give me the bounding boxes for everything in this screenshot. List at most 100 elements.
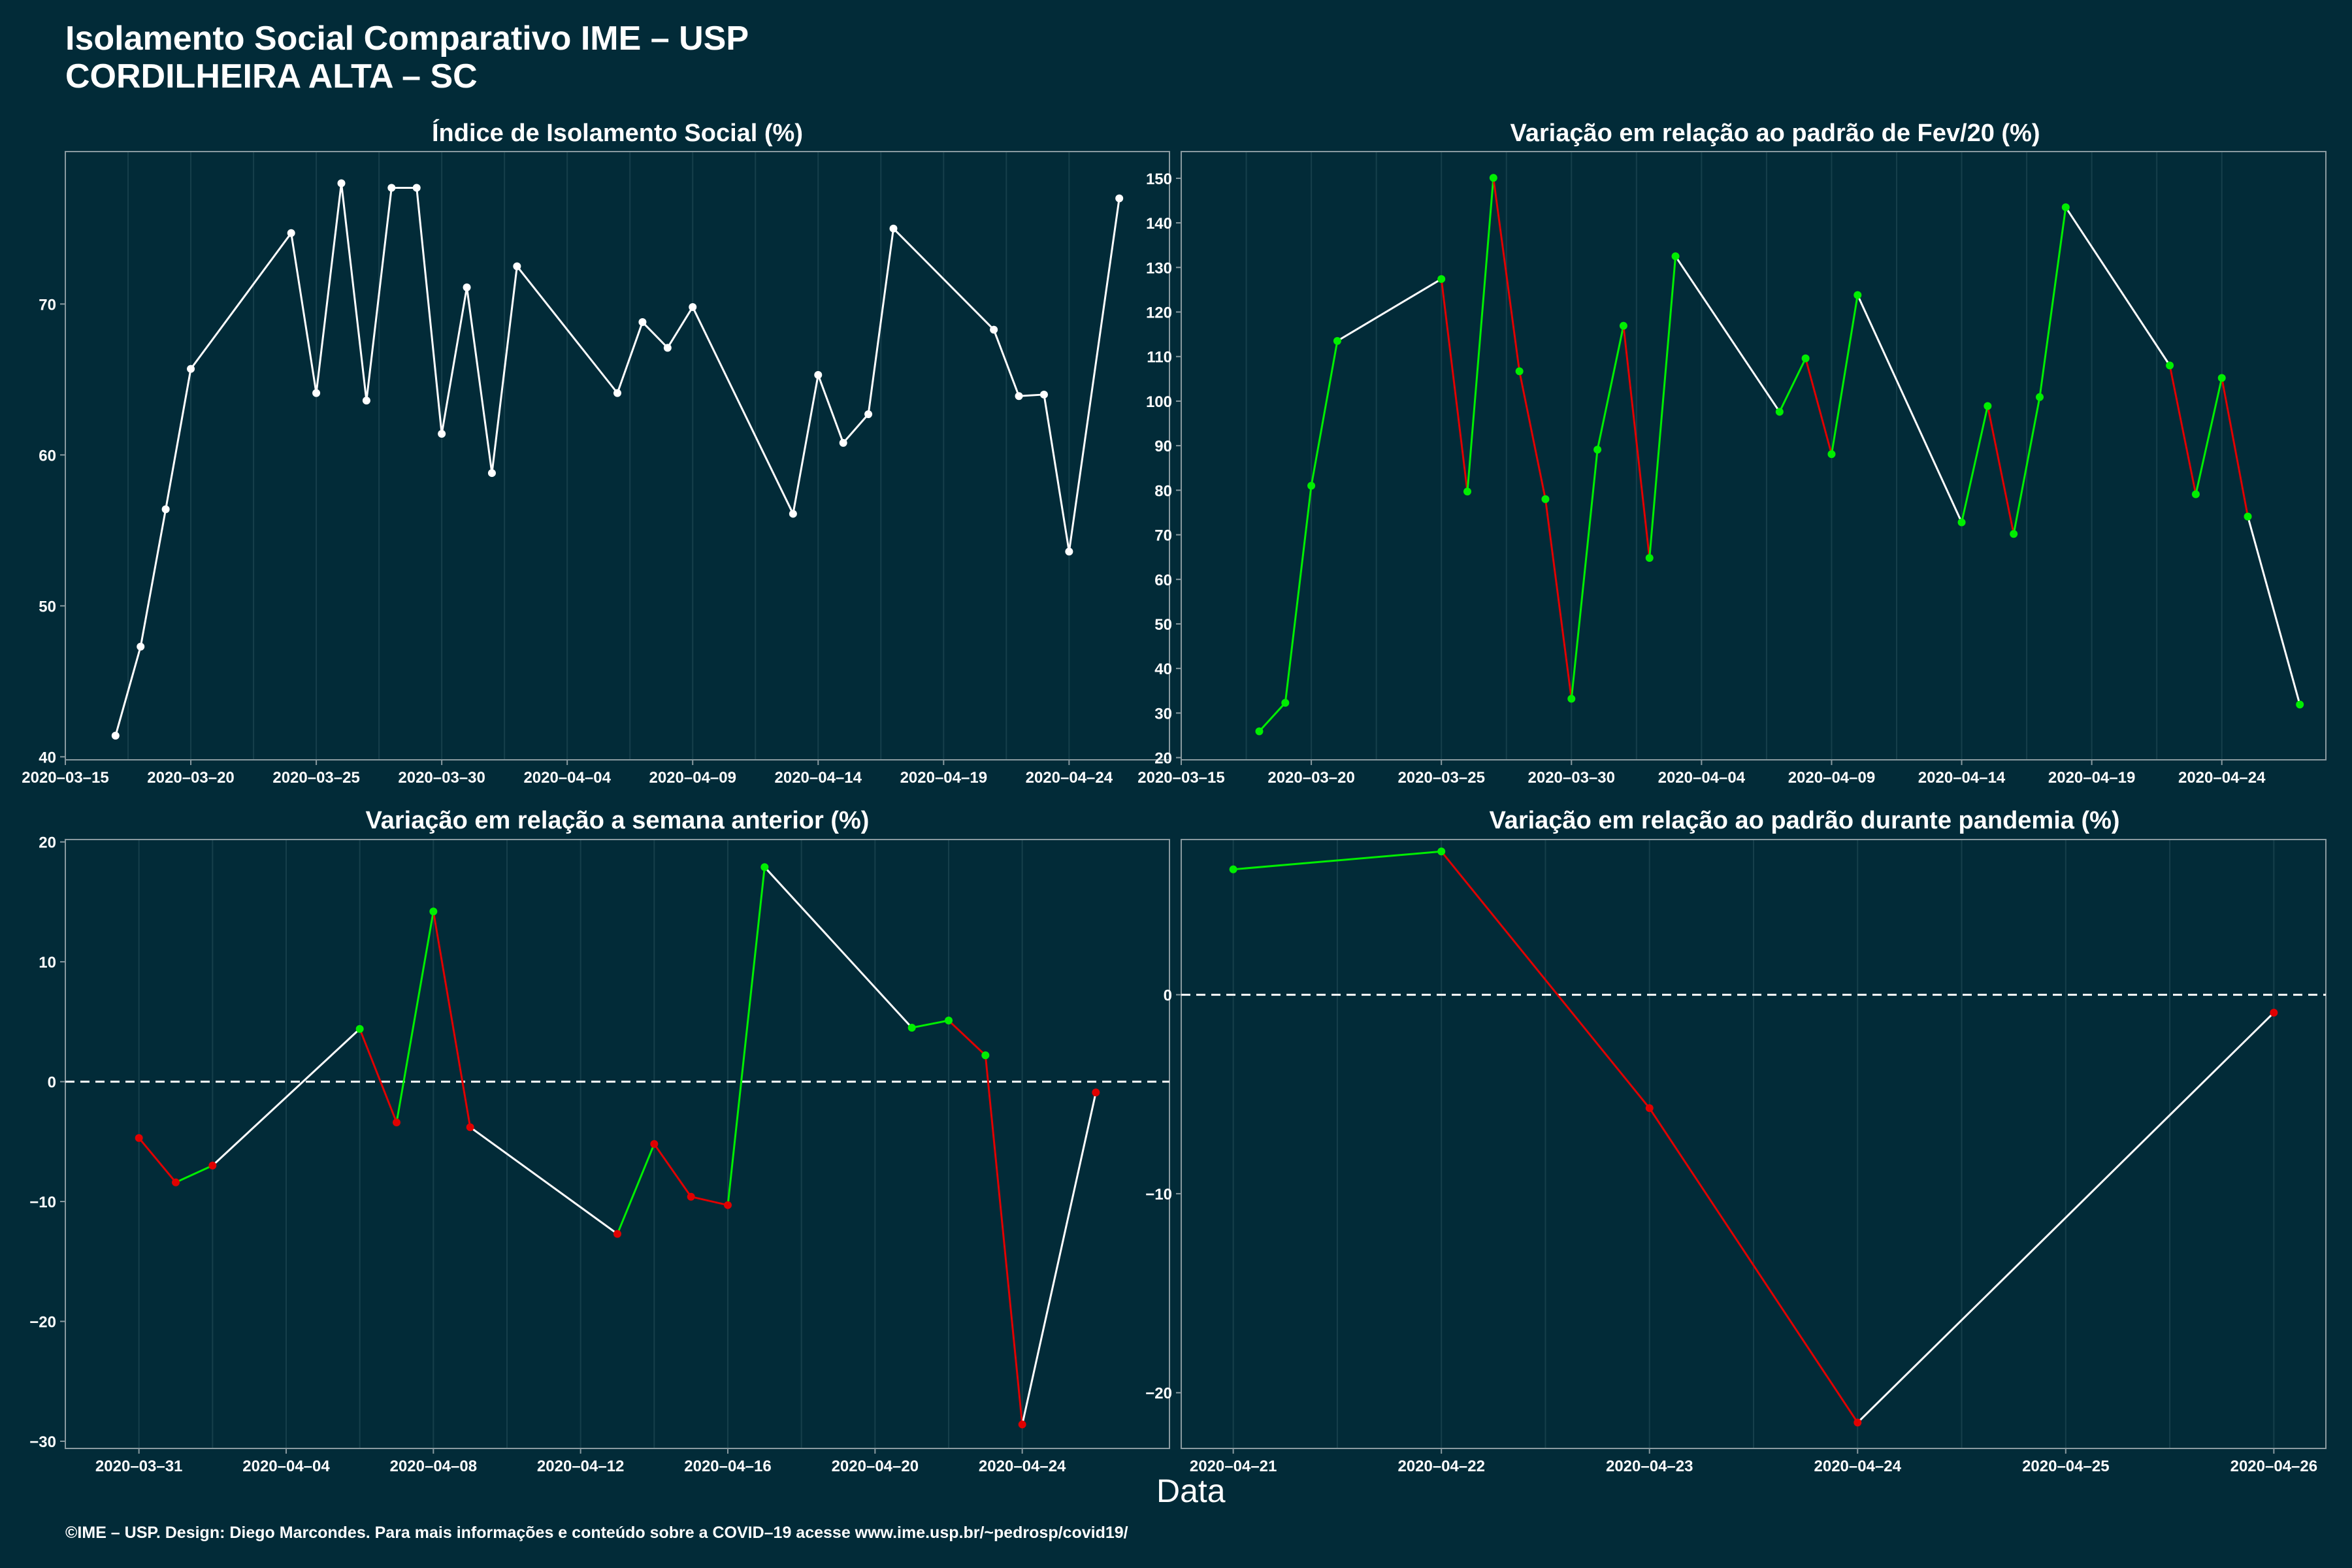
series-segment (1337, 278, 1442, 342)
series-segment (466, 287, 493, 474)
data-point (2217, 374, 2226, 382)
main-subtitle: CORDILHEIRA ALTA – SC (65, 57, 478, 95)
panel-title: Variação em relação ao padrão durante pa… (1489, 807, 2119, 834)
series-segment (516, 265, 619, 394)
x-tick-label: 2020–04–22 (1397, 1458, 1484, 1475)
x-tick-label: 2020–04–19 (900, 769, 987, 787)
data-point (1645, 1104, 1654, 1113)
data-point (613, 1230, 621, 1238)
data-point (1645, 554, 1654, 563)
x-tick-label: 2020–03–30 (1528, 769, 1615, 787)
x-tick-label: 2020–04–12 (537, 1458, 624, 1475)
x-tick-label: 2020–03–15 (22, 769, 108, 787)
x-tick-label: 2020–04–24 (1814, 1458, 1902, 1475)
series-segment (1857, 1011, 2275, 1424)
data-point (287, 229, 295, 237)
series-segment (616, 1143, 655, 1235)
x-tick-label: 2020–04–24 (979, 1458, 1066, 1475)
chart-panel-4: Variação em relação ao padrão durante pa… (1145, 807, 2327, 1475)
y-tick-label: −20 (1145, 1385, 1172, 1403)
y-tick-label: 0 (48, 1074, 56, 1092)
panel-title: Variação em relação a semana anterior (%… (366, 807, 870, 834)
data-point (1775, 408, 1784, 416)
series-segment (1648, 256, 1677, 559)
y-tick-label: 120 (1146, 304, 1172, 322)
panel-title: Variação em relação ao padrão de Fev/20 … (1510, 120, 2040, 147)
data-point (1619, 321, 1627, 330)
data-point (1827, 450, 1836, 459)
series-segment (315, 183, 342, 393)
data-point (1854, 291, 1862, 299)
series-segment (1986, 406, 2015, 534)
series-segment (1674, 255, 1781, 413)
series-segment (340, 183, 368, 401)
panel-frame (65, 151, 1170, 760)
y-tick-label: 20 (1154, 750, 1172, 768)
series-segment (175, 1164, 213, 1184)
series-segment (165, 368, 192, 510)
series-segment (2012, 397, 2041, 534)
series-segment (395, 911, 434, 1123)
data-point (208, 1162, 217, 1170)
x-tick-label: 2020–03–31 (95, 1458, 182, 1475)
data-point (466, 1123, 474, 1132)
y-tick-label: 10 (39, 954, 56, 972)
data-point (1229, 865, 1237, 874)
series-segment (290, 233, 318, 393)
series-segment (1856, 294, 1963, 523)
series-segment (842, 413, 870, 444)
x-tick-label: 2020–04–24 (2178, 769, 2266, 787)
series-segment (1440, 278, 1469, 492)
data-point (2191, 490, 2200, 498)
series-segment (653, 1143, 692, 1198)
data-point (1065, 547, 1073, 556)
series-segment (992, 329, 1020, 397)
x-tick-label: 2020–03–25 (272, 769, 359, 787)
x-tick-label: 2020–04–04 (1658, 769, 1746, 787)
series-segment (1570, 449, 1599, 699)
data-point (760, 863, 769, 872)
series-segment (2065, 206, 2171, 367)
y-tick-label: 70 (1154, 527, 1172, 545)
data-point (1463, 487, 1471, 496)
data-point (463, 283, 471, 291)
data-point (362, 397, 370, 405)
x-tick-label: 2020–04–25 (2022, 1458, 2109, 1475)
data-point (1437, 847, 1446, 856)
x-tick-label: 2020–03–30 (398, 769, 485, 787)
data-point (1984, 402, 1992, 410)
series-segment (432, 911, 472, 1128)
y-tick-label: 40 (1154, 661, 1172, 678)
y-tick-label: 30 (1154, 705, 1172, 723)
data-point (1957, 518, 1966, 527)
series-segment (1492, 178, 1521, 372)
data-point (889, 224, 898, 233)
series-segment (817, 374, 845, 444)
data-point (1018, 1420, 1026, 1429)
y-tick-label: 60 (39, 447, 56, 465)
series-segment (1622, 325, 1651, 559)
series-segment (2168, 365, 2197, 495)
x-tick-label: 2020–04–09 (1788, 769, 1875, 787)
data-point (1515, 367, 1524, 376)
series-segment (139, 509, 167, 647)
data-point (981, 1051, 990, 1060)
chart-panel-1: Índice de Isolamento Social (%) 2020–03–1… (22, 118, 1170, 787)
series-segment (1233, 850, 1442, 871)
series-segment (1544, 498, 1573, 699)
data-point (663, 344, 672, 352)
series-segment (2247, 516, 2301, 705)
series-segment (947, 1019, 987, 1056)
series-segment (691, 306, 794, 515)
data-point (172, 1178, 180, 1186)
series-segment (114, 646, 142, 736)
data-point (1801, 354, 1810, 363)
y-tick-label: 50 (1154, 616, 1172, 634)
x-tick-label: 2020–03–15 (1137, 769, 1224, 787)
series-segment (469, 1126, 618, 1235)
data-point (1567, 694, 1576, 703)
series-segment (1043, 394, 1070, 552)
data-point (1115, 194, 1124, 203)
